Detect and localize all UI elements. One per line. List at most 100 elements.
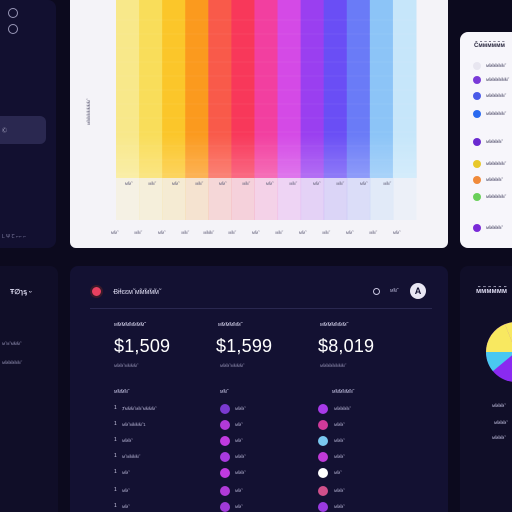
- chart-x-tick: ᴍ̃ᴍ̃: [171, 181, 179, 186]
- chart-x-tick: ᴍ̃ᴍ̃: [134, 230, 141, 235]
- stat-label: ᴍ̃ᴍ̃ᴍ̃ᴍ̃ᴍ̃ᴍ̃: [218, 322, 241, 328]
- sidebar-line: ᴍ̃ ᴍ̃ ᴍ̃ᴍ̃ᴍ̃: [2, 341, 20, 346]
- list-item-label: ᴍ̃ᴍ̃ᴍ̃: [334, 454, 344, 459]
- list-item-label: ᴍ̃ᴍ̃ᴍ̃: [334, 488, 344, 493]
- chart-y-axis-label: ᴍ̃ᴍ̃ᴍ̃ᴍ̃ᴍ̃ᴍ̃ᴍ̃ᴍ̃: [86, 100, 91, 125]
- legend-swatch-icon[interactable]: [473, 92, 481, 100]
- list-item-dot-icon: [220, 502, 230, 512]
- chart-band-reflection: [254, 178, 279, 220]
- chart-x-tick: ᴍ̃ᴍ̃: [312, 181, 320, 186]
- legend-item-label: ᴍ̃ᴍ̃ᴍ̃ᴍ̃ᴍ̃: [486, 177, 502, 182]
- gradient-chart: [116, 0, 417, 220]
- legend-swatch-icon[interactable]: [473, 138, 481, 146]
- pie-card: [460, 266, 512, 512]
- legend-swatch-icon[interactable]: [473, 160, 481, 168]
- legend-swatch-icon[interactable]: [473, 76, 481, 84]
- legend-item-label: ᴍ̃ᴍ̃ᴍ̃ᴍ̃ᴍ̃: [486, 225, 502, 230]
- list-item-label: ᴍ̃ᴍ̃: [122, 488, 129, 493]
- sidebar-item-active[interactable]: Ⓒ: [0, 116, 46, 144]
- brand-logo-icon: [90, 285, 103, 298]
- chart-band-reflection: [139, 178, 163, 220]
- chart-x-tick: ᴍ̃ᴍ̃: [228, 230, 235, 235]
- gear-icon[interactable]: [8, 24, 18, 34]
- legend-title: Ĉᴍ̃ᴍ̃ᴍ̃ᴍ̃ᴍ̃ᴍ̃: [474, 43, 505, 49]
- list-item-label: ᴍ̃ᴍ̃ᴍ̃: [122, 438, 132, 443]
- pie-chart: [486, 322, 512, 382]
- divider: [90, 308, 432, 309]
- legend-swatch-icon[interactable]: [473, 62, 481, 70]
- column-header: ᴍ̃ᴍ̃ᴍ̃ᴍ̃ᴍ̃ᴍ̃: [332, 389, 353, 395]
- legend-item-label: ᴍ̃ᴍ̃ᴍ̃ᴍ̃ᴍ̃ᴍ̃: [486, 111, 505, 116]
- legend-swatch-icon[interactable]: [473, 224, 481, 232]
- chart-x-tick: ᴍ̃ᴍ̃ᴍ̃: [203, 230, 213, 235]
- legend-item-label: ᴍ̃ᴍ̃ᴍ̃ᴍ̃ᴍ̃ᴍ̃ᴍ̃: [486, 77, 508, 82]
- chart-x-tick: ᴍ̃ᴍ̃: [148, 181, 155, 186]
- stat-sub: ᴍ̃ᴍ̃ᴍ̃ᴍ̃ᴍ̃ᴍ̃ᴍ̃ᴍ̃: [320, 363, 345, 368]
- list-item-index: 1: [114, 503, 117, 509]
- list-item-label: ᴍ̃ᴍ̃: [334, 470, 341, 475]
- avatar[interactable]: A: [410, 283, 426, 299]
- legend-swatch-icon[interactable]: [473, 176, 481, 184]
- chart-band-reflection: [346, 178, 371, 220]
- legend-swatch-icon[interactable]: [473, 110, 481, 118]
- list-item-label: Ⱦᴍ̃ᴍ̃ᴍ̃ ᴍ̃ᴍ̃ ᴍ̃ᴍ̃ᴍ̃ᴍ̃: [122, 406, 156, 411]
- list-item-dot-icon: [220, 468, 230, 478]
- home-icon[interactable]: [8, 8, 18, 18]
- stat-sub: ᴍ̃ᴍ̃ᴍ̃ ᴍ̃ᴍ̃ᴍ̃ᴍ̃: [220, 363, 243, 368]
- list-item-dot-icon: [318, 502, 328, 512]
- chart-x-tick: ᴍ̃ᴍ̃: [124, 181, 132, 186]
- chart-x-tick: ᴍ̃ᴍ̃: [369, 230, 376, 235]
- list-item-label: ᴍ̃ᴍ̃: [235, 488, 242, 493]
- chart-band-reflection: [277, 178, 302, 220]
- chart-x-tick: ᴍ̃ᴍ̃: [181, 230, 188, 235]
- main-card: [70, 266, 448, 512]
- chart-x-tick: ᴍ̃ᴍ̃: [336, 181, 343, 186]
- list-item-dot-icon: [220, 452, 230, 462]
- list-item-dot-icon: [318, 452, 328, 462]
- legend-item-label: ᴍ̃ᴍ̃ᴍ̃ᴍ̃ᴍ̃: [486, 139, 502, 144]
- chart-x-tick: ᴍ̃ᴍ̃: [345, 230, 353, 235]
- legend-item-label: ᴍ̃ᴍ̃ᴍ̃ᴍ̃ᴍ̃ᴍ̃: [486, 63, 505, 68]
- stat-label: ᴍ̃ᴍ̃ᴍ̃ᴍ̃ᴍ̃ᴍ̃ᴍ̃: [320, 322, 347, 328]
- list-item-label: ᴍ̃ᴍ̃: [235, 504, 242, 509]
- legend-card: [460, 32, 512, 248]
- list-item-label: ᴍ̃ᴍ̃ᴍ̃: [235, 406, 245, 411]
- chart-band-reflection: [116, 178, 140, 220]
- list-item-dot-icon: [318, 468, 328, 478]
- legend-item-label: ᴍ̃ᴍ̃ᴍ̃ᴍ̃ᴍ̃ᴍ̃: [486, 161, 505, 166]
- chart-x-tick: ᴍ̃ᴍ̃: [157, 230, 165, 235]
- chart-x-tick: ᴍ̃ᴍ̃: [289, 181, 296, 186]
- chart-x-tick: ᴍ̃ᴍ̃: [110, 230, 118, 235]
- list-item-label: ᴍ̃ᴍ̃: [122, 470, 129, 475]
- sidebar-footer-label: L Ψ Ꞇ ⌐⌐ ⌐: [2, 234, 27, 240]
- list-item-index: 1: [114, 469, 117, 475]
- pie-slice: [486, 324, 512, 352]
- sidebar-bottom: [0, 266, 58, 512]
- list-item-label: ᴍ̃ᴍ̃ᴍ̃: [235, 454, 245, 459]
- stat-value: $8,019: [318, 336, 375, 356]
- list-item-label: ᴍ̃ᴍ̃: [235, 422, 242, 427]
- stat-label: ᴍ̃ᴍ̃ᴍ̃ᴍ̃ᴍ̃ᴍ̃ᴍ̃ᴍ̃: [114, 322, 145, 328]
- list-item-label: ᴍ̃ᴍ̃: [122, 504, 129, 509]
- pie-slice: [504, 322, 512, 342]
- chart-band-reflection: [185, 178, 209, 220]
- column-header: ᴍ̃ᴍ̃ᴍ̃ᴍ̃: [114, 389, 128, 395]
- pie-legend-label: ᴍ̃ᴍ̃ᴍ̃ᴍ̃: [492, 435, 505, 440]
- pie-slice: [486, 352, 512, 372]
- chart-sheen: [116, 0, 416, 178]
- legend-swatch-icon[interactable]: [473, 193, 481, 201]
- chart-x-tick: ᴍ̃ᴍ̃: [359, 181, 367, 186]
- chart-band-reflection: [300, 178, 325, 220]
- status-icon[interactable]: [373, 288, 380, 295]
- stat-value: $1,509: [114, 336, 171, 356]
- chart-band-reflection: [231, 178, 255, 220]
- chart-x-tick: ᴍ̃ᴍ̃: [298, 230, 306, 235]
- list-item-dot-icon: [220, 436, 230, 446]
- legend-item-label: ᴍ̃ᴍ̃ᴍ̃ᴍ̃ᴍ̃ᴍ̃: [486, 93, 505, 98]
- list-item-label: ᴍ̃ᴍ̃: [235, 438, 242, 443]
- chart-x-tick: ᴍ̃ᴍ̃: [218, 181, 226, 186]
- chart-band-reflection: [369, 178, 394, 220]
- sidebar-section-title[interactable]: Ŧ∅ɿᶊ ᵕ: [10, 289, 32, 296]
- list-item-dot-icon: [220, 404, 230, 414]
- list-item-label: ᴍ̃ᴍ̃ᴍ̃ᴍ̃ᴍ̃: [334, 406, 350, 411]
